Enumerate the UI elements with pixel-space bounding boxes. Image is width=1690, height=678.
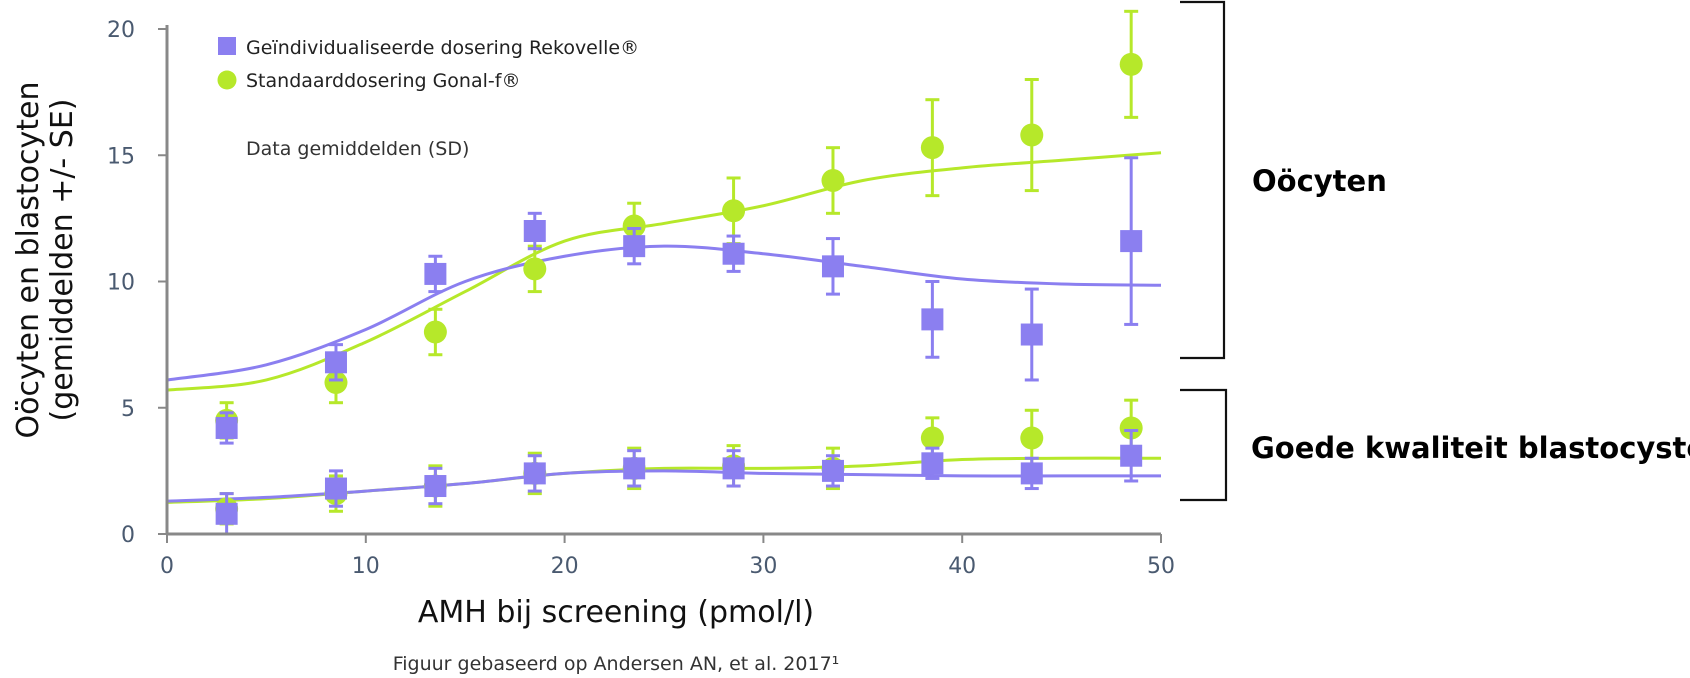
data-marks <box>215 9 1143 536</box>
x-tick-label: 30 <box>749 554 777 579</box>
x-tick-label: 0 <box>160 554 174 579</box>
x-tick-label: 10 <box>352 554 380 579</box>
data-point-circle <box>1020 426 1044 450</box>
data-point-circle <box>821 169 845 192</box>
data-point-circle <box>1119 52 1143 76</box>
group-bracket-oocyten: Oöcyten <box>1180 0 1387 360</box>
x-tick-label: 20 <box>551 554 579 579</box>
data-point-circle <box>920 426 944 450</box>
data-point-circle <box>920 136 944 160</box>
group-bracket-blastocysten: Goede kwaliteit blastocysten <box>1180 388 1690 502</box>
y-axis-title-line-2: (gemiddelden +/- SE) <box>45 99 80 422</box>
data-point-circle <box>523 257 547 281</box>
data-point-square <box>921 452 944 475</box>
data-point-square <box>424 475 447 498</box>
data-point-square <box>722 457 745 480</box>
data-point-circle <box>423 320 447 344</box>
data-point-circle <box>622 214 646 238</box>
y-axis-title-line-1: Oöcyten en blastocyten <box>11 82 46 439</box>
data-point-square <box>215 416 238 439</box>
fit-curve-circle-1 <box>166 151 1162 392</box>
data-point-square <box>324 477 347 500</box>
fit-curve-square-0 <box>166 244 1162 382</box>
data-point-square <box>215 502 238 525</box>
group-label-oocyten: Oöcyten <box>1252 164 1387 198</box>
data-point-square <box>921 308 944 331</box>
data-point-square <box>1120 444 1143 467</box>
data-point-circle <box>1119 416 1143 440</box>
bracket-oocyten <box>1180 0 1226 360</box>
legend-circle-marker <box>217 70 237 90</box>
data-point-square <box>424 262 447 285</box>
x-axis-title: AMH bij screening (pmol/l) <box>418 595 814 630</box>
data-point-circle <box>1020 123 1044 147</box>
data-point-square <box>623 457 646 480</box>
data-point-square <box>1120 230 1143 253</box>
y-axis-title: Oöcyten en blastocyten (gemiddelden +/- … <box>11 82 80 439</box>
plot-area <box>166 151 1162 504</box>
legend-square-marker <box>218 37 236 55</box>
group-label-blastocysten: Goede kwaliteit blastocysten <box>1251 431 1690 465</box>
legend: Geïndividualiseerde dosering Rekovelle® … <box>217 37 639 92</box>
data-point-square <box>623 235 646 258</box>
legend-label-rekovelle: Geïndividualiseerde dosering Rekovelle® <box>246 37 639 59</box>
data-point-circle <box>324 371 348 394</box>
data-point-square <box>1020 323 1043 346</box>
data-point-square <box>722 242 745 265</box>
data-point-square <box>1020 462 1043 485</box>
y-tick-label: 20 <box>107 18 135 43</box>
data-point-square <box>523 462 546 485</box>
y-tick-label: 10 <box>107 271 135 296</box>
x-tick-label: 50 <box>1147 554 1175 579</box>
legend-label-gonal-f: Standaarddosering Gonal-f® <box>246 70 520 92</box>
source-caption: Figuur gebaseerd op Andersen AN, et al. … <box>393 653 840 675</box>
data-point-square <box>821 459 844 482</box>
y-tick-label: 15 <box>107 144 135 169</box>
y-tick-label: 0 <box>121 523 135 548</box>
bracket-blastocysten <box>1180 388 1228 502</box>
fit-curve-square-2 <box>166 469 1161 503</box>
data-point-square <box>324 351 347 374</box>
y-tick-label: 5 <box>121 397 135 422</box>
data-note: Data gemiddelden (SD) <box>246 138 469 160</box>
data-point-square <box>821 255 844 278</box>
axes: 0 10 20 30 40 50 0 5 10 15 20 <box>107 18 1175 579</box>
x-ticks: 0 10 20 30 40 50 <box>160 534 1175 579</box>
y-ticks: 0 5 10 15 20 <box>107 18 167 548</box>
data-point-square <box>523 220 546 242</box>
x-tick-label: 40 <box>948 554 976 579</box>
data-point-circle <box>722 199 746 223</box>
